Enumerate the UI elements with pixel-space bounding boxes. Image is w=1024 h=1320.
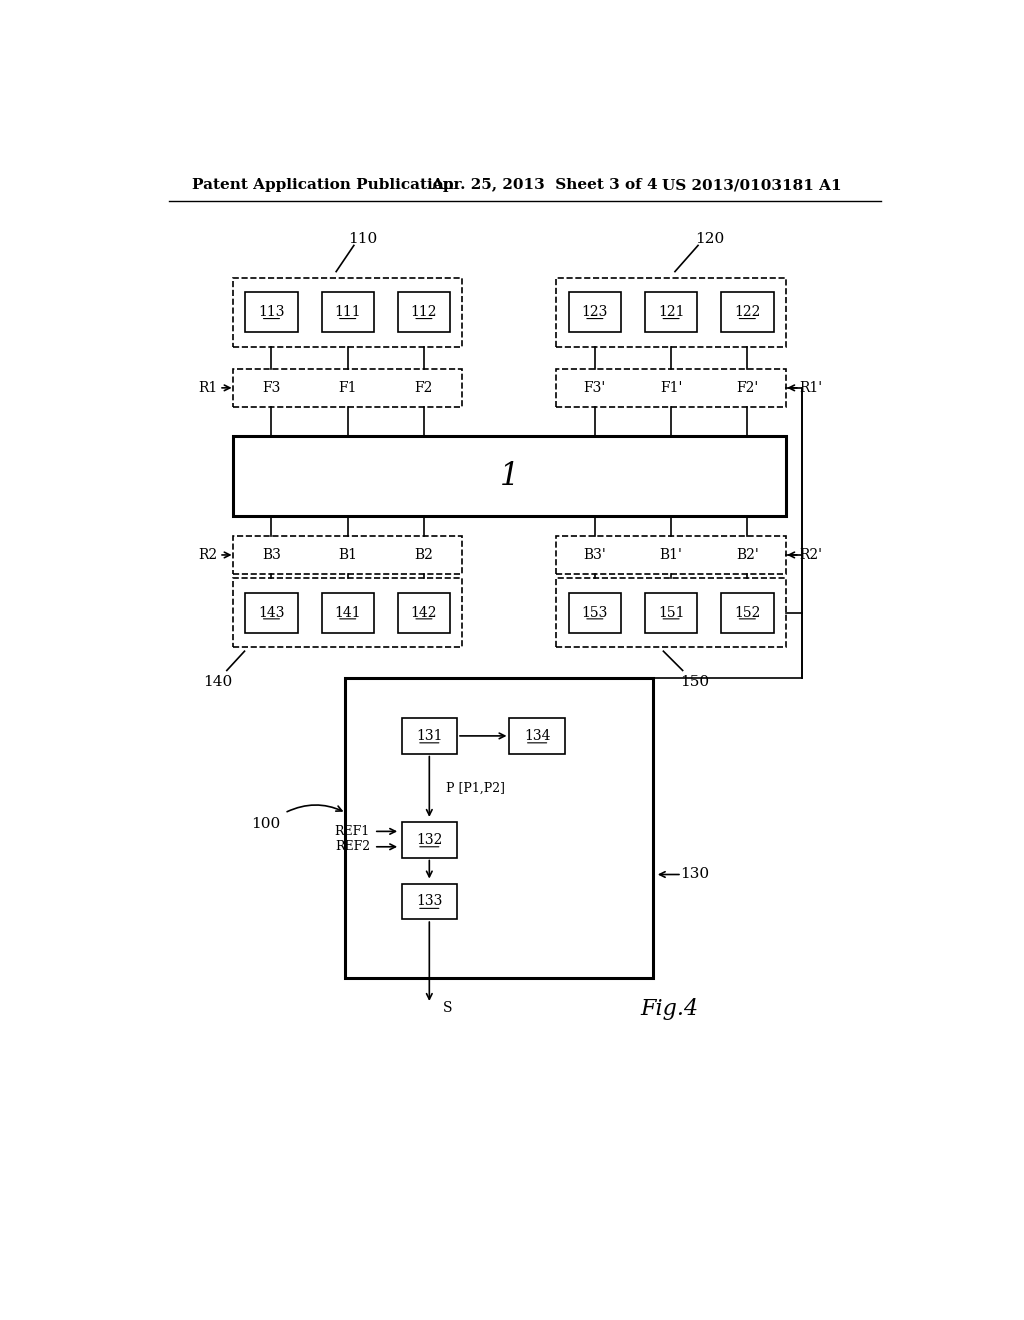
FancyBboxPatch shape [401, 884, 457, 919]
FancyBboxPatch shape [556, 277, 785, 347]
Text: 130: 130 [680, 867, 710, 882]
Text: REF2: REF2 [335, 841, 370, 853]
FancyBboxPatch shape [556, 536, 785, 574]
Text: 131: 131 [416, 729, 442, 743]
FancyBboxPatch shape [233, 277, 463, 347]
Text: B2': B2' [736, 548, 759, 562]
Text: 143: 143 [258, 606, 285, 619]
Text: 1: 1 [500, 461, 519, 491]
Text: F1: F1 [339, 381, 357, 395]
Text: B1: B1 [338, 548, 357, 562]
FancyBboxPatch shape [233, 578, 463, 647]
Text: 110: 110 [348, 232, 378, 247]
Text: R2: R2 [199, 548, 218, 562]
FancyBboxPatch shape [246, 293, 298, 333]
FancyBboxPatch shape [397, 293, 451, 333]
Text: 140: 140 [203, 675, 232, 689]
Text: 133: 133 [416, 895, 442, 908]
FancyBboxPatch shape [233, 536, 463, 574]
FancyBboxPatch shape [401, 822, 457, 858]
Text: 122: 122 [734, 305, 761, 319]
Text: 141: 141 [335, 606, 361, 619]
Text: 120: 120 [695, 232, 724, 247]
Text: B1': B1' [659, 548, 683, 562]
Text: 132: 132 [416, 833, 442, 847]
Text: S: S [443, 1001, 453, 1015]
Text: B2: B2 [415, 548, 433, 562]
FancyBboxPatch shape [322, 593, 374, 632]
Text: R2': R2' [799, 548, 822, 562]
FancyBboxPatch shape [721, 593, 773, 632]
FancyBboxPatch shape [556, 578, 785, 647]
Text: F3: F3 [262, 381, 281, 395]
FancyBboxPatch shape [509, 718, 565, 754]
Text: 142: 142 [411, 606, 437, 619]
Text: 150: 150 [680, 675, 709, 689]
Text: 113: 113 [258, 305, 285, 319]
Text: 153: 153 [582, 606, 608, 619]
Text: F1': F1' [659, 381, 682, 395]
Text: 151: 151 [657, 606, 684, 619]
Text: B3: B3 [262, 548, 281, 562]
Text: 152: 152 [734, 606, 761, 619]
Text: P [P1,P2]: P [P1,P2] [446, 781, 505, 795]
Text: 121: 121 [657, 305, 684, 319]
FancyBboxPatch shape [568, 593, 621, 632]
Text: F3': F3' [584, 381, 606, 395]
FancyBboxPatch shape [721, 293, 773, 333]
Text: 123: 123 [582, 305, 608, 319]
FancyBboxPatch shape [568, 293, 621, 333]
FancyBboxPatch shape [233, 368, 463, 407]
FancyBboxPatch shape [556, 368, 785, 407]
Text: F2': F2' [736, 381, 759, 395]
FancyBboxPatch shape [345, 678, 652, 978]
Text: 100: 100 [251, 817, 280, 832]
FancyBboxPatch shape [246, 593, 298, 632]
FancyBboxPatch shape [233, 436, 785, 516]
Text: F2: F2 [415, 381, 433, 395]
Text: US 2013/0103181 A1: US 2013/0103181 A1 [662, 178, 842, 193]
FancyBboxPatch shape [397, 593, 451, 632]
Text: 111: 111 [335, 305, 361, 319]
FancyBboxPatch shape [401, 718, 457, 754]
Text: B3': B3' [584, 548, 606, 562]
Text: REF1: REF1 [335, 825, 370, 838]
Text: 112: 112 [411, 305, 437, 319]
Text: R1: R1 [199, 381, 218, 395]
FancyBboxPatch shape [322, 293, 374, 333]
Text: Fig.4: Fig.4 [640, 998, 698, 1020]
FancyBboxPatch shape [645, 593, 697, 632]
Text: 134: 134 [524, 729, 550, 743]
FancyBboxPatch shape [645, 293, 697, 333]
Text: Apr. 25, 2013  Sheet 3 of 4: Apr. 25, 2013 Sheet 3 of 4 [431, 178, 657, 193]
Text: R1': R1' [799, 381, 822, 395]
Text: Patent Application Publication: Patent Application Publication [193, 178, 455, 193]
